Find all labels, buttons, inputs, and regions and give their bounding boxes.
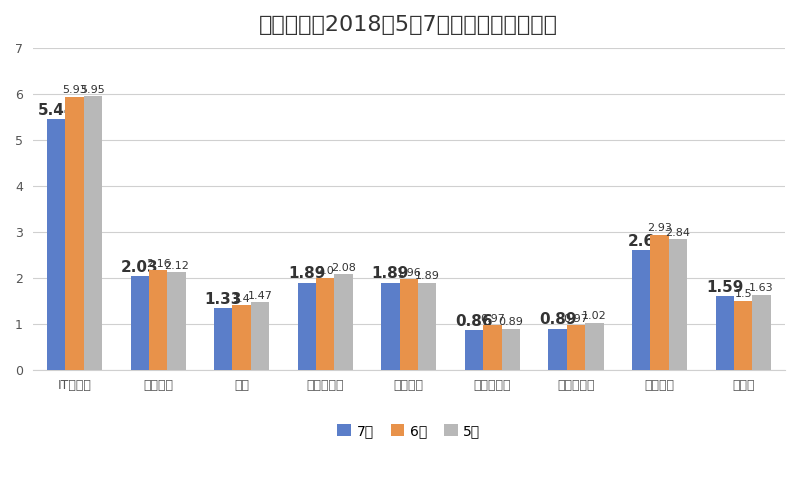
Bar (334, 274, 353, 370)
Text: 2.03: 2.03 (121, 260, 158, 275)
Bar (400, 279, 418, 370)
Text: 2.6: 2.6 (628, 234, 654, 248)
Text: 0.97: 0.97 (480, 313, 505, 323)
Text: 2.84: 2.84 (666, 228, 690, 238)
Text: 2.16: 2.16 (146, 259, 170, 269)
Text: 2.12: 2.12 (164, 261, 189, 271)
Bar (483, 325, 502, 370)
Bar (586, 322, 604, 370)
Bar (66, 97, 84, 370)
Bar (734, 301, 753, 370)
Text: 5.93: 5.93 (62, 85, 87, 96)
Bar (418, 283, 437, 370)
Bar (716, 297, 734, 370)
Text: 1.89: 1.89 (415, 271, 440, 281)
Bar (233, 305, 251, 370)
Text: 1.89: 1.89 (288, 266, 326, 281)
Text: 1.02: 1.02 (582, 311, 606, 321)
Bar (567, 325, 586, 370)
Bar (298, 283, 316, 370)
Text: 1.96: 1.96 (397, 268, 422, 278)
Bar (465, 330, 483, 370)
Text: 2.93: 2.93 (647, 223, 672, 234)
Bar (502, 329, 520, 370)
Bar (214, 309, 233, 370)
Bar (149, 270, 167, 370)
Title: 【業種別】2018年5〜7月の求人倍率の推移: 【業種別】2018年5〜7月の求人倍率の推移 (259, 15, 558, 35)
Text: 0.89: 0.89 (539, 312, 576, 327)
Text: 0.86: 0.86 (455, 313, 493, 329)
Text: 1.63: 1.63 (750, 283, 774, 293)
Text: 5.95: 5.95 (81, 84, 106, 95)
Text: 1.33: 1.33 (205, 292, 242, 307)
Bar (47, 120, 66, 370)
Bar (84, 96, 102, 370)
Bar (753, 295, 770, 370)
Bar (669, 239, 687, 370)
Bar (316, 278, 334, 370)
Legend: 7月, 6月, 5月: 7月, 6月, 5月 (332, 418, 486, 443)
Text: 2.0: 2.0 (316, 266, 334, 276)
Text: 2.08: 2.08 (331, 262, 356, 272)
Text: 5.44: 5.44 (38, 103, 75, 118)
Text: 1.4: 1.4 (233, 294, 250, 304)
Bar (650, 235, 669, 370)
Bar (382, 283, 400, 370)
Bar (251, 302, 270, 370)
Bar (632, 250, 650, 370)
Bar (130, 276, 149, 370)
Bar (549, 329, 567, 370)
Text: 1.59: 1.59 (706, 280, 743, 295)
Text: 1.47: 1.47 (248, 291, 273, 301)
Text: 1.5: 1.5 (734, 289, 752, 299)
Text: 0.97: 0.97 (563, 313, 589, 323)
Bar (167, 272, 186, 370)
Text: 0.89: 0.89 (498, 317, 523, 327)
Text: 1.89: 1.89 (372, 266, 409, 281)
